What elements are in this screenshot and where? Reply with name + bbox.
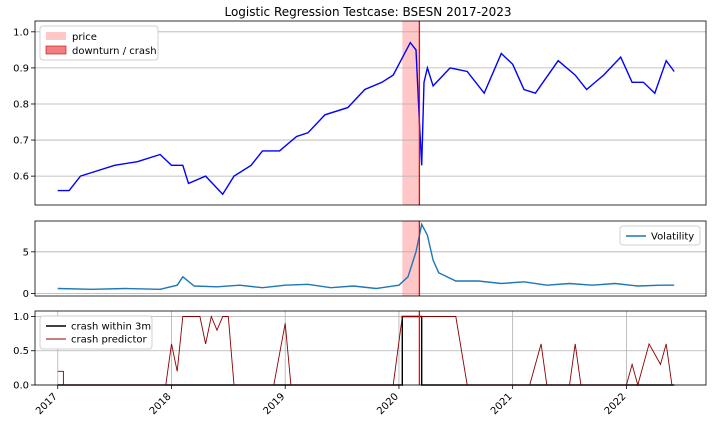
legend-box: [39, 315, 153, 350]
y-tick-label: 0.9: [13, 63, 29, 74]
y-tick-label: 0.6: [13, 172, 29, 183]
legend-box: [619, 225, 701, 246]
plot-area: [35, 221, 706, 296]
chart-title: Logistic Regression Testcase: BSESN 2017…: [224, 5, 511, 19]
price-span: [402, 221, 420, 296]
plot-frame: [34, 220, 707, 297]
y-tick-label: 1.0: [13, 312, 29, 323]
legend-swatch-price: [46, 32, 66, 40]
y-tick-label: 0: [23, 289, 29, 300]
legend-box: [39, 25, 159, 61]
legend-label-price: price: [72, 32, 97, 43]
y-tick-label: 0.0: [13, 381, 29, 392]
y-tick-label: 1.0: [13, 27, 29, 38]
price-span: [402, 21, 420, 205]
plot-frame: [34, 20, 707, 206]
legend-label-crash-within: crash within 3m: [71, 322, 151, 333]
plot-frame: [34, 310, 707, 386]
y-tick-label: 5: [23, 247, 29, 258]
price-series: [57, 41, 675, 196]
legend-label-volatility: Volatility: [651, 232, 694, 243]
legend-swatch-crash: [45, 45, 67, 55]
y-tick-label: 0.7: [13, 136, 29, 147]
legend-label-crash: downturn / crash: [72, 46, 157, 57]
y-tick-label: 0.5: [13, 346, 29, 357]
legend-label-predictor: crash predictor: [71, 335, 148, 346]
volatility-panel: 0 5 Volatility: [23, 220, 707, 300]
Volatility-series: [57, 222, 675, 291]
price-panel: 0.6 0.7 0.8 0.9 1.0 price downturn / crash: [13, 20, 707, 206]
y-tick-label: 0.8: [13, 99, 29, 110]
